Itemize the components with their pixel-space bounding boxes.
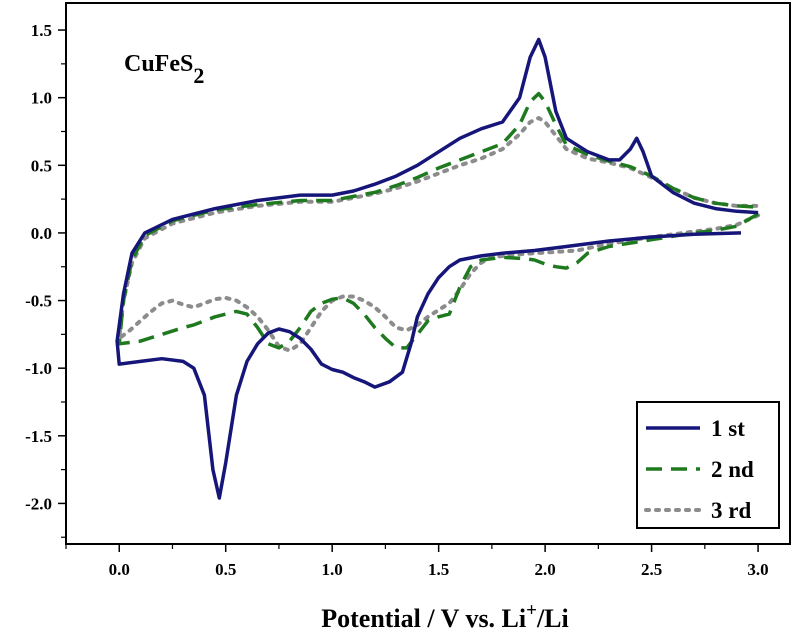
x-tick-label: 0.5 — [215, 560, 236, 579]
y-tick-label: -2.0 — [25, 494, 52, 513]
legend: 1 st 2 nd 3 rd — [636, 401, 780, 529]
series-line-2 — [117, 91, 759, 350]
y-axis-ticks: 1.5 1.0 0.5 0.0 -0.5 -1.0 -1.5 -2.0 — [25, 21, 66, 538]
x-tick-label: 1.0 — [322, 560, 343, 579]
legend-items: 1 st 2 nd 3 rd — [644, 416, 754, 523]
y-tick-label: 1.0 — [31, 89, 52, 108]
series-layer — [115, 37, 761, 500]
plot-frame — [65, 2, 791, 545]
x-tick-label: 2.0 — [534, 560, 555, 579]
legend-label: 1 st — [711, 416, 745, 441]
series-line-3 — [117, 116, 761, 353]
series-line-1 — [115, 37, 759, 500]
legend-label: 3 rd — [711, 498, 751, 523]
x-tick-label: 3.0 — [747, 560, 768, 579]
x-axis-ticks: 0.0 0.5 1.0 1.5 2.0 2.5 3.0 — [65, 544, 769, 579]
legend-box — [636, 401, 780, 529]
y-tick-label: -1.0 — [25, 359, 52, 378]
x-axis-title: Potential / V vs. Li+/Li — [321, 600, 569, 633]
y-tick-label: -0.5 — [25, 292, 52, 311]
legend-label: 2 nd — [711, 457, 754, 482]
x-tick-label: 2.5 — [641, 560, 662, 579]
compound-label: CuFeS2 — [124, 51, 204, 88]
x-tick-label: 1.5 — [428, 560, 449, 579]
y-tick-label: 0.5 — [31, 156, 52, 175]
y-tick-label: 0.0 — [31, 224, 52, 243]
x-tick-label: 0.0 — [109, 560, 130, 579]
y-tick-label: -1.5 — [25, 427, 52, 446]
y-tick-label: 1.5 — [31, 21, 52, 40]
